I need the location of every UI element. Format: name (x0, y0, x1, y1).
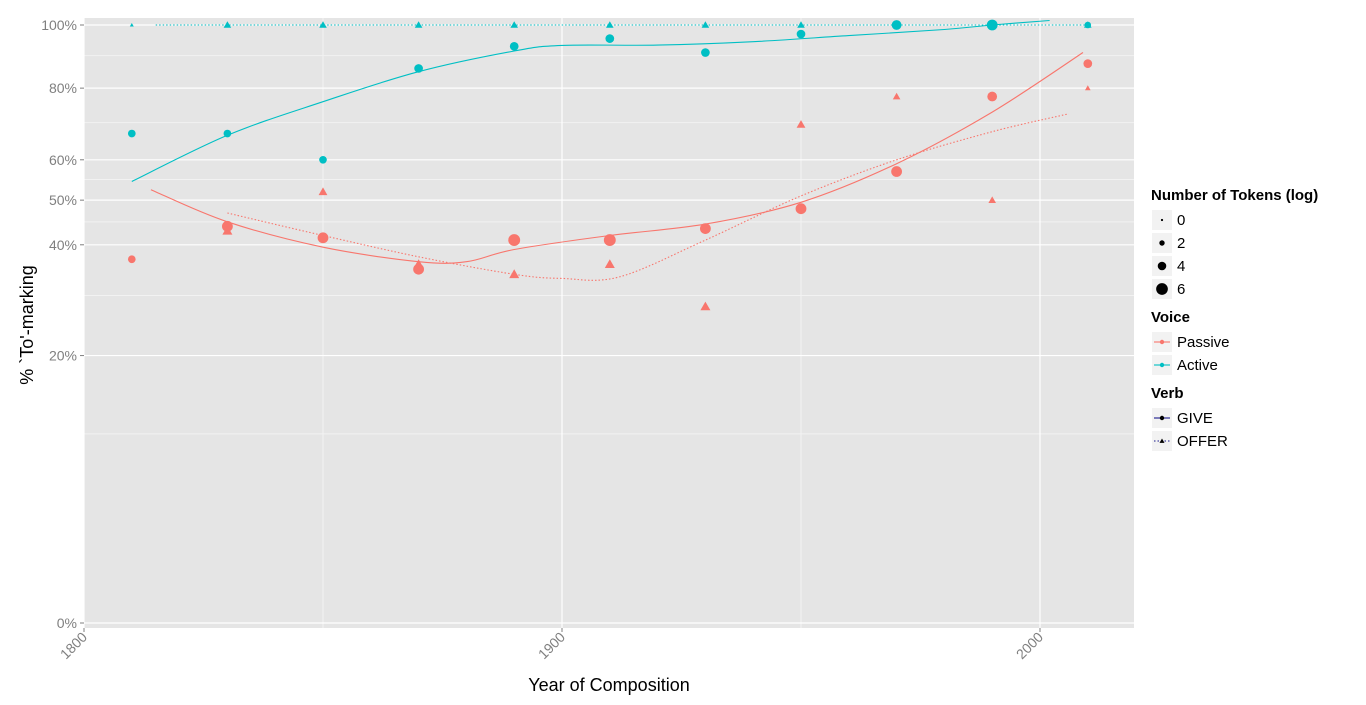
smooth-line-passive-give (150, 52, 1084, 264)
data-point-passive-give (603, 234, 616, 247)
y-tick-label: 60% (49, 152, 77, 168)
data-point-passive-offer (318, 187, 328, 196)
legend-title: Number of Tokens (log) (1151, 187, 1318, 204)
data-point-passive-give (508, 234, 521, 247)
data-point-passive-give (987, 91, 998, 102)
data-point-passive-offer (892, 92, 901, 100)
legend-size-dot (1156, 283, 1168, 295)
data-point-active-give (319, 155, 327, 164)
data-point-active-offer (319, 21, 327, 28)
smooth-lines (131, 19, 1088, 281)
legend-label: 0 (1177, 212, 1185, 229)
data-point-active-offer (797, 21, 805, 28)
y-tick-label: 0% (57, 615, 77, 631)
y-tick-label: 50% (49, 192, 77, 208)
legend-size-dot (1160, 218, 1164, 222)
data-point-active-give (605, 34, 615, 43)
legend-label: OFFER (1177, 433, 1228, 450)
legend-size-dot (1157, 261, 1167, 271)
legend-label: 6 (1177, 281, 1185, 298)
legend-title: Voice (1151, 309, 1190, 326)
plot-panel (84, 18, 1134, 628)
data-point-active-offer (701, 21, 710, 28)
legend-label: 4 (1177, 258, 1185, 275)
legend-size-dot (1159, 240, 1165, 246)
x-tick-label: 1900 (535, 629, 568, 662)
smooth-line-passive-offer (227, 113, 1069, 281)
legend: Number of Tokens (log) 0 2 4 6 Voice Passive Ac… (1151, 187, 1318, 451)
data-point-active-offer (988, 21, 996, 28)
legend-color-dot (1159, 339, 1165, 345)
data-point-active-offer (606, 21, 614, 28)
data-point-passive-offer (413, 259, 424, 268)
legend-label: Active (1177, 357, 1218, 374)
data-point-passive-offer (1085, 85, 1091, 91)
data-point-passive-give (317, 232, 329, 244)
x-axis-title: Year of Composition (528, 675, 689, 695)
data-point-passive-offer (988, 196, 996, 203)
data-point-active-give (223, 129, 232, 138)
y-axis-title: % `To'-marking (17, 265, 37, 384)
data-point-active-give (414, 64, 423, 73)
data-point-active-offer (892, 21, 901, 28)
y-tick-label: 80% (49, 80, 77, 96)
data-point-passive-offer (509, 269, 520, 279)
y-tick-label: 40% (49, 237, 77, 253)
data-point-active-offer (510, 21, 518, 28)
data-point-active-give (701, 48, 710, 57)
data-point-passive-offer (700, 301, 711, 311)
data-point-passive-offer (222, 225, 233, 235)
y-tick-label: 100% (41, 17, 77, 33)
y-tick-label: 20% (49, 348, 77, 364)
data-point-active-give (796, 29, 806, 39)
legend-label: 2 (1177, 235, 1185, 252)
legend-label: Passive (1177, 334, 1230, 351)
data-point-passive-give (795, 203, 807, 215)
data-point-active-offer (223, 21, 232, 28)
smooth-line-active-give (131, 19, 1050, 182)
legend-label: GIVE (1177, 410, 1213, 427)
data-point-passive-offer (796, 120, 806, 128)
data-points (127, 19, 1093, 311)
data-point-active-offer (414, 21, 423, 28)
legend-title: Verb (1151, 385, 1184, 402)
legend-shape-marker (1159, 438, 1165, 443)
data-point-passive-give (1083, 59, 1093, 68)
data-point-active-give (127, 129, 136, 138)
data-point-passive-give (700, 223, 711, 234)
data-point-active-offer (129, 23, 134, 27)
data-point-passive-offer (604, 259, 615, 268)
legend-color-dot (1159, 362, 1165, 368)
data-point-active-give (509, 41, 519, 51)
legend-shape-marker (1159, 415, 1165, 421)
data-point-active-offer (1084, 21, 1092, 28)
data-point-passive-give (127, 255, 136, 264)
x-tick-label: 1800 (57, 629, 90, 662)
x-tick-label: 2000 (1013, 629, 1046, 662)
data-point-passive-give (891, 166, 902, 177)
